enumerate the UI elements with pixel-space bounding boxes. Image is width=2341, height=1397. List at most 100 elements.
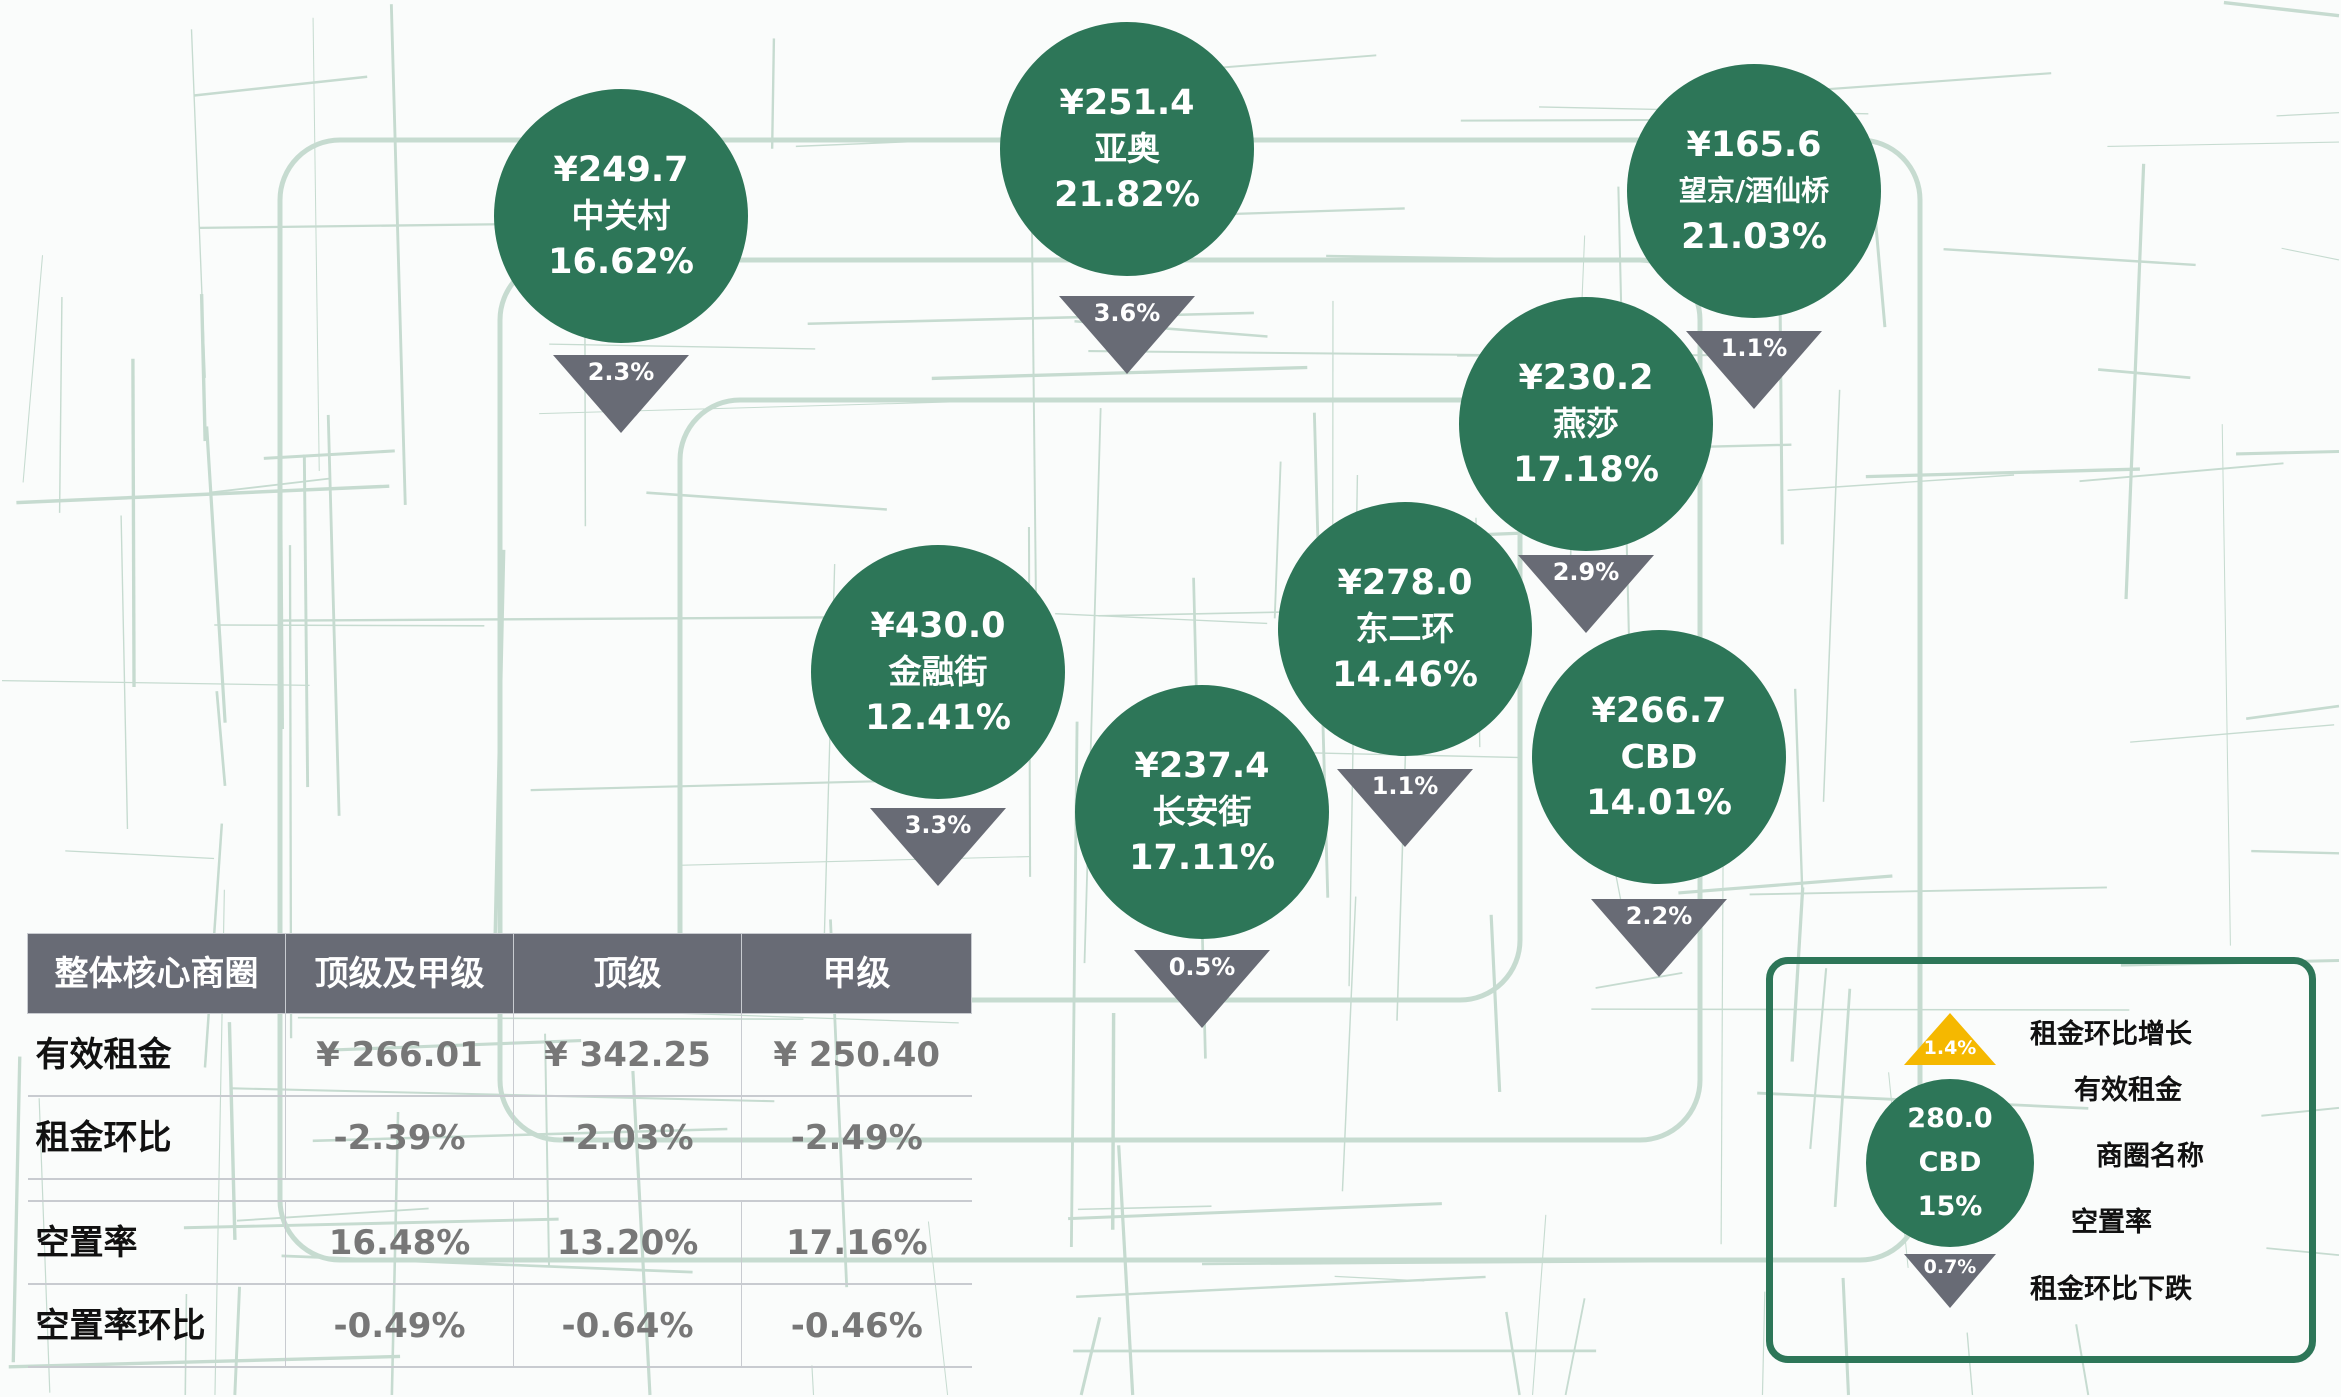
legend-label-down: 租金环比下跌 bbox=[2030, 1274, 2192, 1305]
rent-change-value: 2.3% bbox=[587, 358, 655, 386]
district-name: 亚奥 bbox=[1094, 129, 1160, 168]
spacer-cell bbox=[27, 1179, 972, 1202]
map-road bbox=[11, 1056, 22, 1363]
map-road bbox=[1111, 1012, 1116, 1230]
table-cell: -0.46% bbox=[741, 1284, 972, 1368]
map-road bbox=[2261, 1106, 2340, 1117]
map-road bbox=[193, 75, 368, 97]
map-road bbox=[312, 17, 320, 472]
district-name: CBD bbox=[1620, 737, 1698, 776]
legend-bubble: 280.0 CBD 15% bbox=[1866, 1079, 2034, 1247]
map-road bbox=[1068, 1202, 1442, 1221]
district-name: 金融街 bbox=[888, 652, 988, 691]
legend-label-up: 租金环比增长 bbox=[2030, 1019, 2192, 1050]
legend-down-triangle: 0.7% bbox=[1904, 1254, 1996, 1308]
legend-up-triangle: 1.4% bbox=[1904, 1013, 1996, 1065]
rent-change-value: 2.9% bbox=[1552, 558, 1620, 586]
map-road bbox=[205, 426, 227, 723]
rent-decline-triangle: 3.3% bbox=[870, 808, 1006, 886]
map-road bbox=[811, 1365, 815, 1396]
table-row: 租金环比 -2.39% -2.03% -2.49% bbox=[27, 1096, 972, 1180]
district-bubble: ¥266.7 CBD 14.01% bbox=[1532, 630, 1786, 884]
map-road bbox=[2266, 1247, 2340, 1256]
map-road bbox=[770, 38, 776, 149]
legend-label-price: 有效租金 bbox=[2074, 1075, 2182, 1106]
map-road bbox=[530, 779, 917, 792]
map-road bbox=[1793, 688, 1804, 890]
rent-decline-triangle: 2.9% bbox=[1518, 555, 1654, 633]
map-road bbox=[1564, 1298, 1586, 1396]
map-road bbox=[326, 414, 341, 816]
district-vacancy: 14.46% bbox=[1332, 655, 1478, 695]
map-road bbox=[1273, 461, 1282, 619]
map-road bbox=[1841, 1277, 1851, 1396]
map-road bbox=[215, 691, 227, 787]
table-cell: -0.64% bbox=[513, 1284, 742, 1368]
legend-price: 280.0 bbox=[1907, 1103, 1993, 1134]
table-cell: 16.48% bbox=[285, 1201, 514, 1285]
row-label: 有效租金 bbox=[27, 1013, 286, 1097]
table-cell: 13.20% bbox=[513, 1201, 742, 1285]
district-bubble: ¥237.4 长安街 17.11% bbox=[1075, 685, 1329, 939]
table-header-row: 整体核心商圈 顶级及甲级 顶级 甲级 bbox=[27, 933, 972, 1014]
district-vacancy: 17.18% bbox=[1513, 450, 1659, 490]
district-bubble: ¥430.0 金融街 12.41% bbox=[811, 545, 1065, 799]
header-cell: 顶级 bbox=[513, 933, 742, 1014]
map-road bbox=[131, 358, 136, 688]
district-bubble: ¥251.4 亚奥 21.82% bbox=[1000, 22, 1254, 276]
map-road bbox=[2098, 368, 2191, 380]
district-bubble: ¥249.7 中关村 16.62% bbox=[494, 89, 748, 343]
map-road bbox=[1505, 1311, 1521, 1396]
map-road bbox=[1809, 968, 1828, 1149]
map-road bbox=[1778, 291, 1784, 545]
rent-decline-triangle: 1.1% bbox=[1337, 769, 1473, 847]
rent-change-value: 1.1% bbox=[1720, 334, 1788, 362]
map-road bbox=[389, 4, 407, 505]
map-road bbox=[120, 515, 129, 829]
map-road bbox=[1865, 467, 2140, 479]
rent-change-value: 3.6% bbox=[1093, 299, 1161, 327]
district-name: 燕莎 bbox=[1553, 404, 1619, 443]
map-road bbox=[65, 850, 215, 860]
map-road bbox=[302, 454, 310, 788]
legend-box bbox=[1766, 957, 2316, 1363]
map-road bbox=[1966, 1332, 1974, 1396]
rent-decline-triangle: 2.3% bbox=[553, 355, 689, 433]
rent-change-value: 0.5% bbox=[1168, 953, 1236, 981]
table-cell: ¥ 266.01 bbox=[285, 1013, 514, 1097]
map-road bbox=[677, 397, 1523, 1003]
summary-table: 整体核心商圈 顶级及甲级 顶级 甲级 有效租金 ¥ 266.01 ¥ 342.2… bbox=[27, 933, 972, 1368]
table-row: 空置率环比 -0.49% -0.64% -0.46% bbox=[27, 1284, 972, 1368]
district-name: 望京/酒仙桥 bbox=[1678, 174, 1830, 207]
header-cell: 甲级 bbox=[741, 933, 972, 1014]
map-road bbox=[549, 343, 816, 350]
map-road bbox=[1790, 887, 1805, 1062]
map-road bbox=[1678, 874, 1893, 895]
table-row: 有效租金 ¥ 266.01 ¥ 342.25 ¥ 250.40 bbox=[27, 1013, 972, 1097]
map-road bbox=[2221, 424, 2231, 946]
map-road bbox=[2276, 112, 2340, 117]
map-road bbox=[199, 294, 207, 442]
map-road bbox=[2246, 704, 2340, 720]
map-road bbox=[1055, 613, 1268, 625]
rent-decline-triangle: 3.6% bbox=[1059, 296, 1195, 374]
table-cell: -2.39% bbox=[285, 1096, 514, 1180]
map-road bbox=[2079, 462, 2284, 483]
district-bubble: ¥165.6 望京/酒仙桥 21.03% bbox=[1627, 64, 1881, 318]
rent-change-value: 1.1% bbox=[1371, 772, 1439, 800]
table-cell: ¥ 250.40 bbox=[741, 1013, 972, 1097]
map-road bbox=[1696, 443, 1792, 449]
district-price: ¥249.7 bbox=[553, 150, 689, 190]
district-name: 中关村 bbox=[571, 196, 671, 235]
district-price: ¥266.7 bbox=[1591, 691, 1727, 731]
district-price: ¥430.0 bbox=[870, 606, 1006, 646]
legend-vacancy: 15% bbox=[1917, 1191, 1983, 1222]
map-road bbox=[1787, 474, 2015, 491]
map-road bbox=[2251, 849, 2340, 855]
district-price: ¥251.4 bbox=[1059, 83, 1195, 123]
row-label: 租金环比 bbox=[27, 1096, 286, 1180]
header-cell: 整体核心商圈 bbox=[27, 933, 286, 1014]
district-price: ¥230.2 bbox=[1518, 358, 1654, 398]
table-cell: -2.03% bbox=[513, 1096, 742, 1180]
district-vacancy: 21.03% bbox=[1681, 217, 1827, 257]
